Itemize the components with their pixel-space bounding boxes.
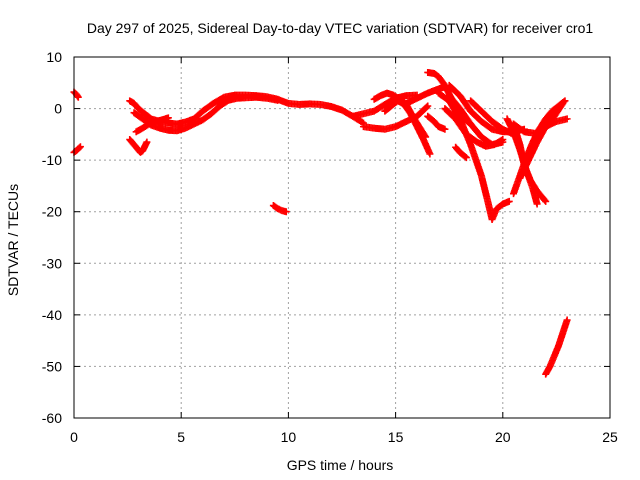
series-dip-early xyxy=(126,136,151,156)
data-point xyxy=(563,316,571,324)
data-point xyxy=(462,154,470,162)
series-wedge-early xyxy=(132,114,172,136)
y-axis-label: SDTVAR / TECUs xyxy=(5,184,21,296)
data-point xyxy=(164,114,172,122)
plot-frame xyxy=(73,56,611,419)
data-point xyxy=(499,136,507,144)
data-point xyxy=(76,143,84,151)
series-rise-17 xyxy=(402,83,449,107)
data-point-trail xyxy=(358,118,366,126)
y-tick-label: -10 xyxy=(42,152,62,168)
data-point xyxy=(282,208,290,216)
series-mid-dip xyxy=(452,143,470,162)
data-point xyxy=(143,138,151,146)
data-point xyxy=(505,197,513,205)
data-point xyxy=(441,125,449,133)
data-point xyxy=(74,93,82,101)
chart-title: Day 297 of 2025, Sidereal Day-to-day VTE… xyxy=(87,20,593,36)
data-point-trail xyxy=(75,144,83,152)
series-low-22 xyxy=(542,316,571,378)
data-points xyxy=(70,68,571,378)
y-tick-label: -60 xyxy=(42,410,62,426)
series-early-left xyxy=(70,88,82,101)
x-tick-label: 15 xyxy=(388,429,404,445)
series-fall-17 xyxy=(424,112,449,133)
series-isolated-10h xyxy=(269,202,290,216)
series-early-left-low xyxy=(70,143,84,156)
data-point xyxy=(533,200,541,208)
data-point xyxy=(542,197,550,205)
tick-labels: 0 5 10 15 20 25 10 0 -10 -20 -30 -40 -50 -60 xyxy=(42,49,618,445)
x-tick-label: 5 xyxy=(177,429,185,445)
x-tick-label: 10 xyxy=(281,429,297,445)
data-point-trail xyxy=(461,153,469,161)
data-point xyxy=(424,102,432,110)
data-point xyxy=(563,115,571,123)
x-tick-label: 20 xyxy=(495,429,511,445)
data-point xyxy=(426,150,434,158)
data-point xyxy=(559,99,567,107)
y-tick-label: 0 xyxy=(54,101,62,117)
series-loop-19b xyxy=(441,105,507,150)
y-tick-label: -20 xyxy=(42,204,62,220)
x-tick-label: 25 xyxy=(602,429,618,445)
y-tick-label: -30 xyxy=(42,255,62,271)
x-axis-label: GPS time / hours xyxy=(287,457,394,473)
y-tick-label: 10 xyxy=(46,49,62,65)
x-tick-label: 0 xyxy=(70,429,78,445)
y-tick-label: -40 xyxy=(42,307,62,323)
series-arc-lower xyxy=(130,93,282,135)
data-point-trail xyxy=(541,196,549,204)
data-point-trail xyxy=(423,103,431,111)
series-rise-22b xyxy=(516,99,567,182)
data-point xyxy=(274,96,282,104)
y-tick-label: -50 xyxy=(42,358,62,374)
data-point-trail xyxy=(558,101,566,109)
series-arc-20 xyxy=(445,81,528,136)
series-flat-22 xyxy=(510,115,571,137)
